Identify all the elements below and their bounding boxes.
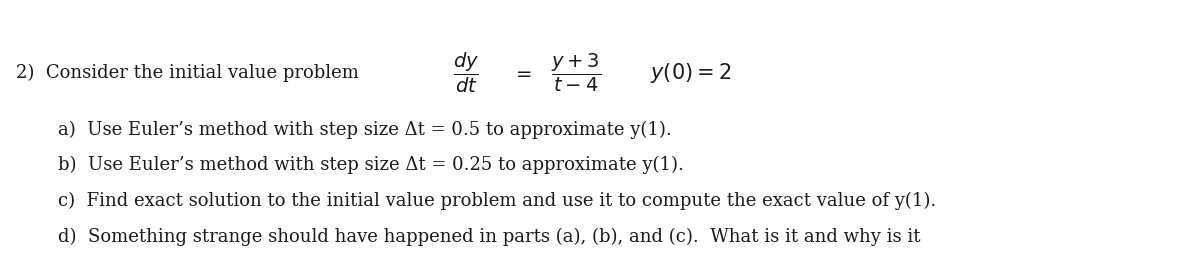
Text: $\dfrac{dy}{dt}$: $\dfrac{dy}{dt}$ — [452, 51, 479, 95]
Text: a)  Use Euler’s method with step size Δt = 0.5 to approximate y(1).: a) Use Euler’s method with step size Δt … — [58, 120, 671, 139]
Text: $=$: $=$ — [512, 63, 532, 82]
Text: 2)  Consider the initial value problem: 2) Consider the initial value problem — [16, 63, 359, 82]
Text: c)  Find exact solution to the initial value problem and use it to compute the e: c) Find exact solution to the initial va… — [58, 192, 936, 210]
Text: $y(0) = 2$: $y(0) = 2$ — [650, 61, 732, 84]
Text: d)  Something strange should have happened in parts (a), (b), and (c).  What is : d) Something strange should have happene… — [58, 228, 920, 246]
Text: b)  Use Euler’s method with step size Δt = 0.25 to approximate y(1).: b) Use Euler’s method with step size Δt … — [58, 155, 684, 174]
Text: $\dfrac{y+3}{t-4}$: $\dfrac{y+3}{t-4}$ — [551, 52, 601, 93]
